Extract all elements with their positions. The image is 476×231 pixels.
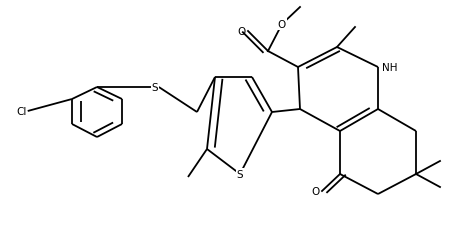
Text: O: O [237,27,245,37]
Text: O: O [278,20,286,30]
Text: S: S [151,83,158,93]
Text: O: O [311,186,319,196]
Text: S: S [236,169,243,179]
Text: NH: NH [381,63,397,73]
Text: Cl: Cl [17,106,27,116]
